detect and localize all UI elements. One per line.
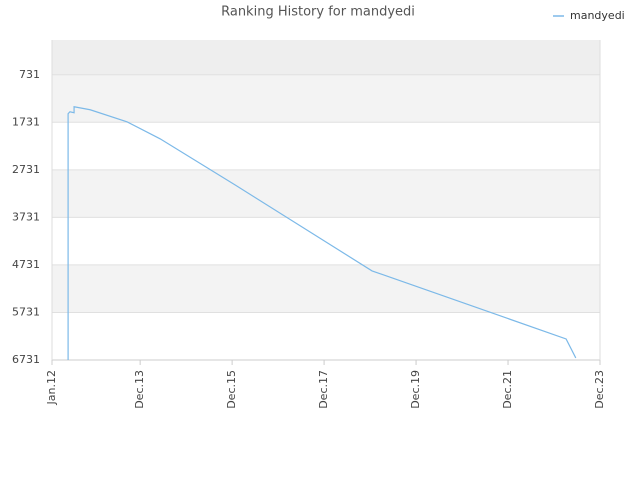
x-tick-label: Dec.23 <box>593 370 606 409</box>
legend-label: mandyedi <box>570 9 625 22</box>
x-tick-label: Dec.13 <box>133 370 146 409</box>
plot-band <box>52 217 600 265</box>
y-tick-label: 5731 <box>12 305 40 318</box>
x-tick-label: Dec.19 <box>409 370 422 409</box>
plot-band <box>52 122 600 170</box>
chart-title: Ranking History for mandyedi <box>221 5 415 20</box>
y-tick-label: 3731 <box>12 210 40 223</box>
x-tick-label: Dec.17 <box>317 370 330 409</box>
plot-band <box>52 169 600 218</box>
x-tick-label: Dec.21 <box>501 370 514 409</box>
y-tick-label: 731 <box>19 68 40 81</box>
plot-band <box>52 264 600 313</box>
y-tick-label: 2731 <box>12 163 40 176</box>
y-tick-label: 4731 <box>12 258 40 271</box>
y-tick-label: 1731 <box>12 115 40 128</box>
x-tick-label: Jan.12 <box>45 370 58 405</box>
plot-band <box>52 74 600 123</box>
x-tick-label: Dec.15 <box>225 370 238 409</box>
y-tick-label: 6731 <box>12 353 40 366</box>
line <box>67 106 577 360</box>
plot-band <box>52 40 600 75</box>
plot-band <box>52 312 600 360</box>
